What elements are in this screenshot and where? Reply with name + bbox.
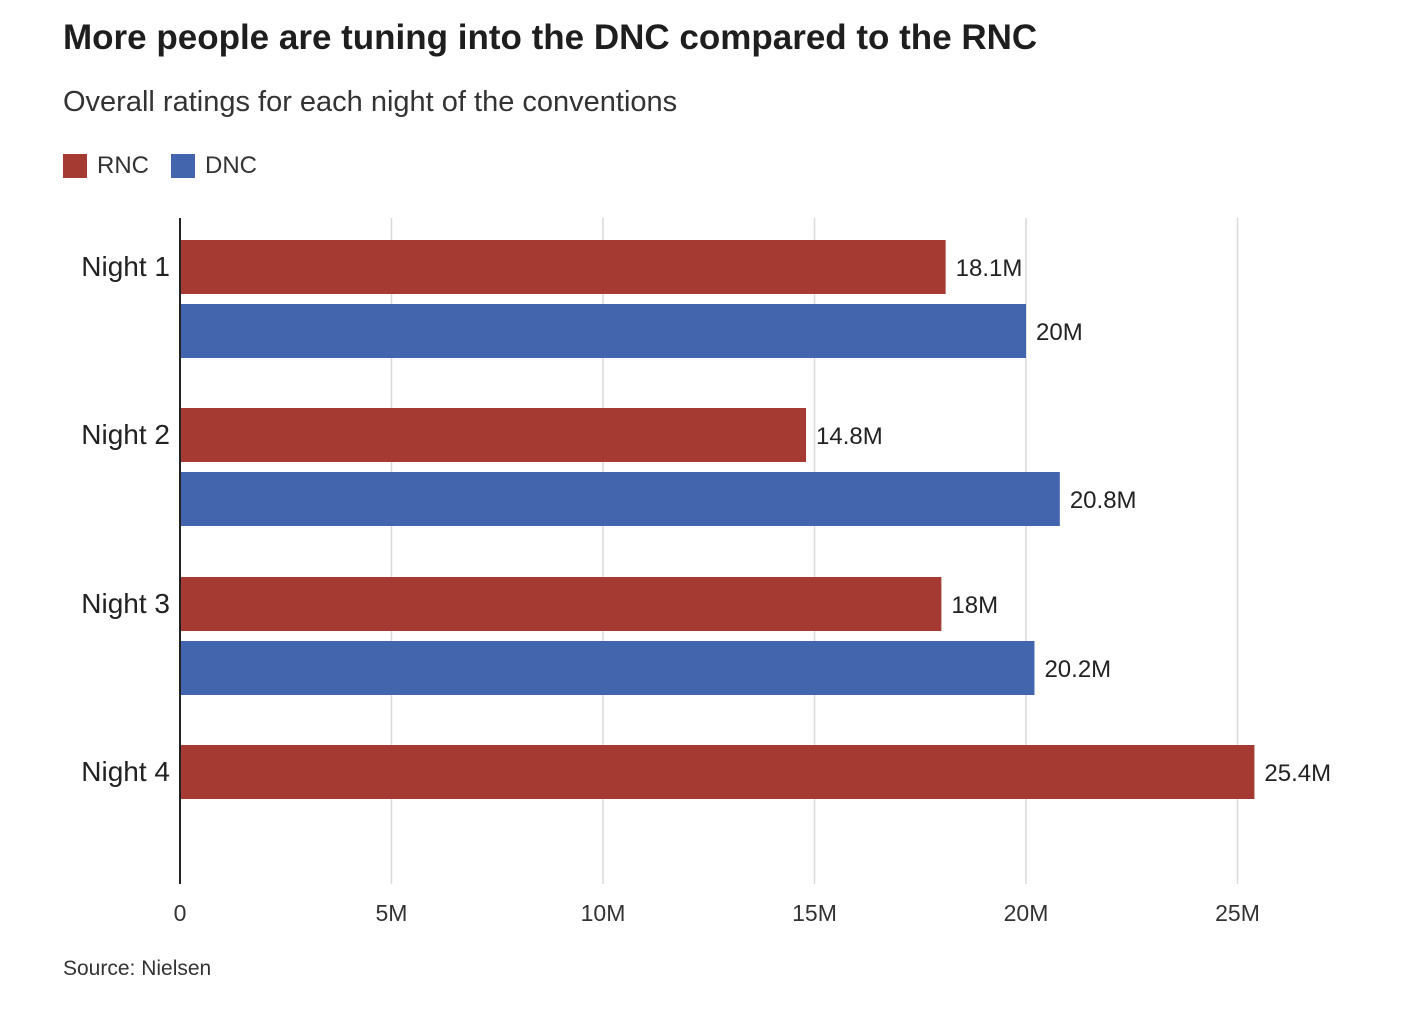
source-note: Source: Nielsen — [63, 957, 212, 980]
bar-dnc — [180, 472, 1060, 526]
legend-item-rnc: RNC — [63, 152, 149, 180]
x-tick-label: 5M — [376, 900, 408, 926]
x-tick-label: 0 — [174, 900, 187, 926]
bar-dnc — [180, 304, 1026, 358]
data-label: 20.2M — [1044, 656, 1111, 683]
data-label: 20M — [1036, 319, 1083, 346]
chart-subtitle: Overall ratings for each night of the co… — [63, 86, 678, 118]
chart-title: More people are tuning into the DNC comp… — [63, 18, 1038, 57]
legend: RNC DNC — [63, 152, 279, 180]
category-label: Night 1 — [81, 251, 170, 282]
x-tick-label: 25M — [1215, 900, 1260, 926]
category-label: Night 4 — [81, 756, 170, 787]
legend-label-dnc: DNC — [205, 152, 257, 179]
x-tick-label: 10M — [581, 900, 626, 926]
data-label: 18.1M — [956, 255, 1023, 282]
bar-rnc — [180, 240, 946, 294]
legend-swatch-rnc — [63, 154, 87, 178]
data-label: 14.8M — [816, 423, 883, 450]
bar-rnc — [180, 745, 1255, 799]
x-tick-label: 20M — [1004, 900, 1049, 926]
x-tick-label: 15M — [792, 900, 837, 926]
category-label: Night 3 — [81, 588, 170, 619]
legend-item-dnc: DNC — [171, 152, 257, 180]
legend-swatch-dnc — [171, 154, 195, 178]
bar-rnc — [180, 408, 807, 462]
data-label: 25.4M — [1264, 760, 1331, 787]
data-label: 18M — [951, 592, 998, 619]
bar-dnc — [180, 641, 1035, 695]
category-label: Night 2 — [81, 419, 170, 450]
bar-rnc — [180, 577, 942, 631]
legend-label-rnc: RNC — [97, 152, 149, 179]
data-label: 20.8M — [1070, 487, 1137, 514]
